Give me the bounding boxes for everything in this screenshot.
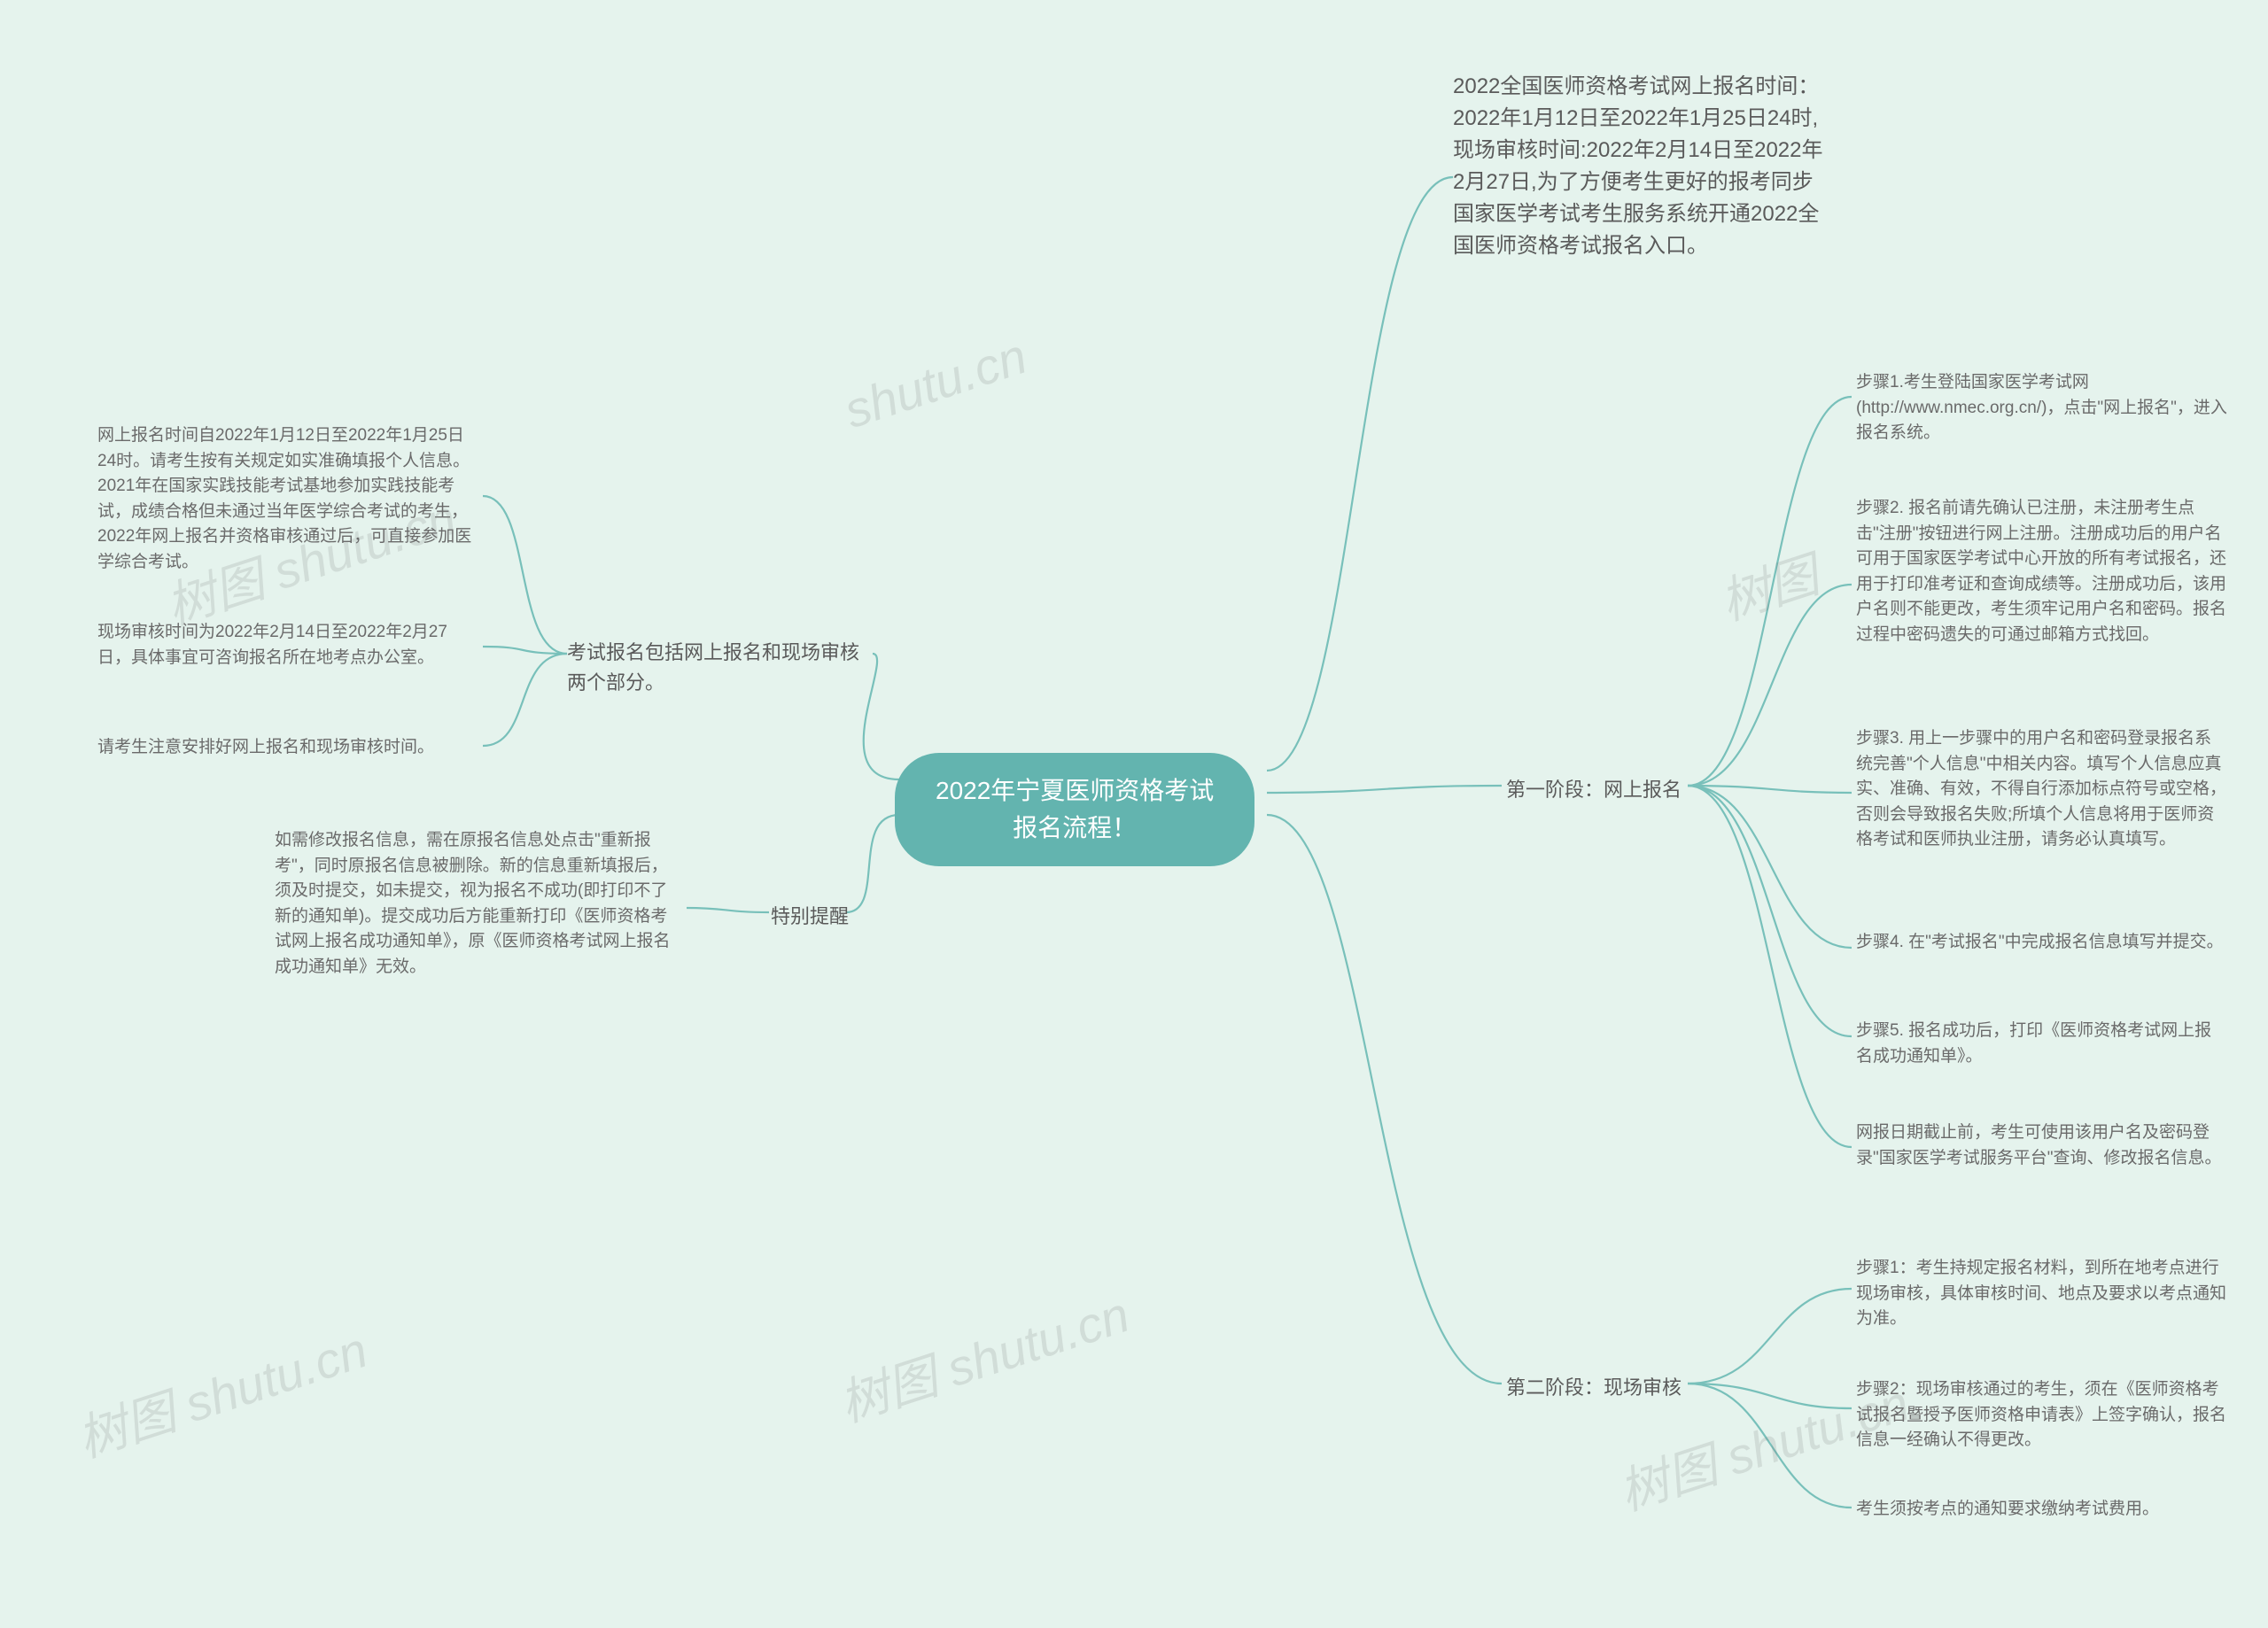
watermark: 树图 shutu.cn: [67, 1311, 376, 1472]
center-topic[interactable]: 2022年宁夏医师资格考试 报名流程！: [895, 753, 1254, 866]
watermark: shutu.cn: [837, 327, 1033, 439]
phase1-step1[interactable]: 步骤1.考生登陆国家医学考试网(http://www.nmec.org.cn/)…: [1856, 370, 2228, 446]
reminder-child1[interactable]: 如需修改报名信息，需在原报名信息处点击"重新报考"，同时原报名信息被删除。新的信…: [275, 828, 682, 980]
phase1-step6[interactable]: 网报日期截止前，考生可使用该用户名及密码登录"国家医学考试服务平台"查询、修改报…: [1856, 1120, 2228, 1171]
twoparts-label[interactable]: 考试报名包括网上报名和现场审核 两个部分。: [567, 638, 859, 698]
phase2-label[interactable]: 第二阶段：现场审核: [1506, 1373, 1682, 1403]
phase1-step3[interactable]: 步骤3. 用上一步骤中的用户名和密码登录报名系统完善"个人信息"中相关内容。填写…: [1856, 726, 2228, 853]
reminder-label[interactable]: 特别提醒: [771, 902, 849, 932]
twoparts-line1: 考试报名包括网上报名和现场审核: [567, 641, 859, 663]
center-line1: 2022年宁夏医师资格考试: [936, 772, 1214, 810]
watermark: 树图: [1710, 536, 1827, 635]
twoparts-child1[interactable]: 网上报名时间自2022年1月12日至2022年1月25日24时。请考生按有关规定…: [97, 423, 478, 575]
center-line2: 报名流程！: [936, 810, 1214, 847]
phase1-step2[interactable]: 步骤2. 报名前请先确认已注册，未注册考生点击"注册"按钮进行网上注册。注册成功…: [1856, 496, 2228, 647]
phase1-label[interactable]: 第一阶段：网上报名: [1506, 775, 1682, 805]
phase2-step1[interactable]: 步骤1：考生持规定报名材料，到所在地考点进行现场审核，具体审核时间、地点及要求以…: [1856, 1256, 2228, 1332]
twoparts-child2[interactable]: 现场审核时间为2022年2月14日至2022年2月27日，具体事宜可咨询报名所在…: [97, 620, 478, 671]
watermark: 树图 shutu.cn: [829, 1275, 1138, 1437]
twoparts-line2: 两个部分。: [567, 671, 664, 694]
phase1-step4[interactable]: 步骤4. 在"考试报名"中完成报名信息填写并提交。: [1856, 930, 2224, 956]
phase2-step2[interactable]: 步骤2：现场审核通过的考生，须在《医师资格考试报名暨授予医师资格申请表》上签字确…: [1856, 1377, 2228, 1454]
intro-text[interactable]: 2022全国医师资格考试网上报名时间：2022年1月12日至2022年1月25日…: [1453, 71, 1825, 262]
twoparts-child3[interactable]: 请考生注意安排好网上报名和现场审核时间。: [97, 735, 434, 761]
phase2-step3[interactable]: 考生须按考点的通知要求缴纳考试费用。: [1856, 1497, 2159, 1523]
phase1-step5[interactable]: 步骤5. 报名成功后，打印《医师资格考试网上报名成功通知单》。: [1856, 1019, 2228, 1069]
